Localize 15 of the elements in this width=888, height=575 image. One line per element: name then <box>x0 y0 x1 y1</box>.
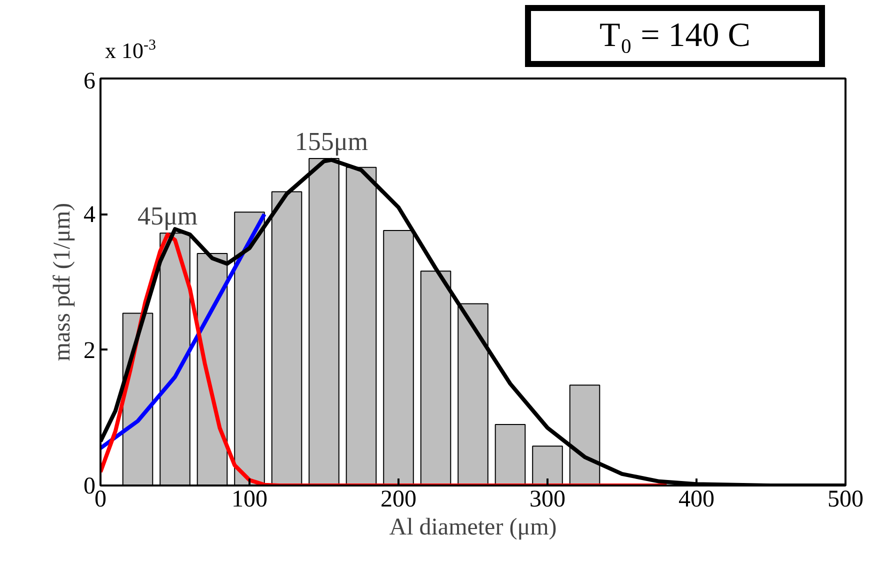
x-tick-label: 300 <box>530 486 566 512</box>
annotation: 45μm <box>137 202 198 231</box>
y-tick-label: 2 <box>84 338 96 364</box>
x-tick-label: 100 <box>232 486 268 512</box>
annotation: 155μm <box>294 126 368 156</box>
x-tick-label: 400 <box>678 486 714 512</box>
line-series <box>100 232 669 486</box>
text: x 10$^{-3}$ <box>105 36 156 65</box>
text: T₀ = 140 C <box>600 16 750 56</box>
x-axis-title: Al diameter (μm) <box>389 514 557 540</box>
y-tick-label: 4 <box>84 202 96 228</box>
y-axis-title: mass pdf (1/μm) <box>50 202 76 362</box>
x-tick-label: 200 <box>380 486 416 512</box>
x-tick-label: 500 <box>828 486 864 512</box>
y-tick-label: 6 <box>84 68 96 94</box>
